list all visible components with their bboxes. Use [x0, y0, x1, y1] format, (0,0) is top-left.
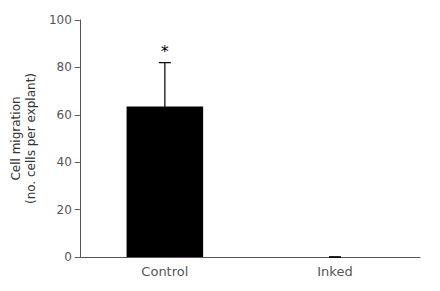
- svg-text:60: 60: [57, 108, 72, 122]
- svg-text:Inked: Inked: [317, 264, 352, 279]
- svg-text:20: 20: [57, 203, 72, 217]
- svg-text:80: 80: [57, 60, 72, 74]
- svg-text:(no. cells per explant): (no. cells per explant): [24, 73, 38, 204]
- svg-text:Control: Control: [141, 264, 188, 279]
- svg-text:Cell migration: Cell migration: [9, 96, 23, 180]
- svg-text:0: 0: [64, 250, 72, 264]
- svg-text:*: *: [161, 42, 169, 61]
- svg-text:40: 40: [57, 155, 72, 169]
- svg-text:100: 100: [49, 13, 72, 27]
